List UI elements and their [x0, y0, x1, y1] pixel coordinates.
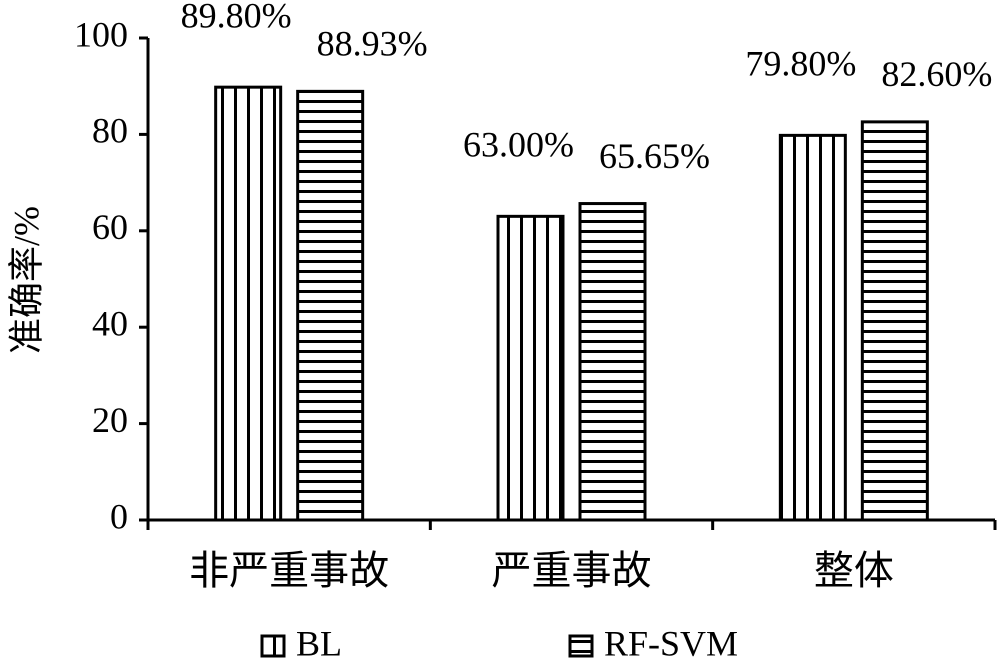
y-tick-label: 80: [92, 111, 128, 151]
x-tick-label: 整体: [814, 548, 894, 593]
legend-label: RF-SVM: [604, 623, 738, 663]
x-tick-label: 非严重事故: [189, 548, 389, 593]
y-tick-label: 20: [92, 400, 128, 440]
value-label: 82.60%: [881, 54, 992, 94]
legend-swatch: [568, 634, 594, 658]
y-tick-label: 100: [74, 14, 128, 54]
y-tick-label: 0: [110, 496, 128, 536]
value-label: 89.80%: [181, 0, 292, 35]
y-axis-label: 准确率/%: [6, 206, 46, 354]
legend-label: BL: [296, 623, 342, 663]
bar: [214, 85, 283, 522]
legend-swatch: [260, 634, 286, 658]
y-tick-label: 60: [92, 207, 128, 247]
value-label: 79.80%: [745, 44, 856, 84]
value-label: 65.65%: [599, 136, 710, 176]
bar: [296, 89, 365, 522]
bar: [496, 214, 565, 522]
bar: [860, 120, 929, 522]
y-tick-label: 40: [92, 303, 128, 343]
bar: [578, 202, 647, 522]
bar: [778, 133, 847, 522]
value-label: 88.93%: [317, 24, 428, 64]
x-tick-label: 严重事故: [492, 548, 652, 593]
value-label: 63.00%: [463, 125, 574, 165]
